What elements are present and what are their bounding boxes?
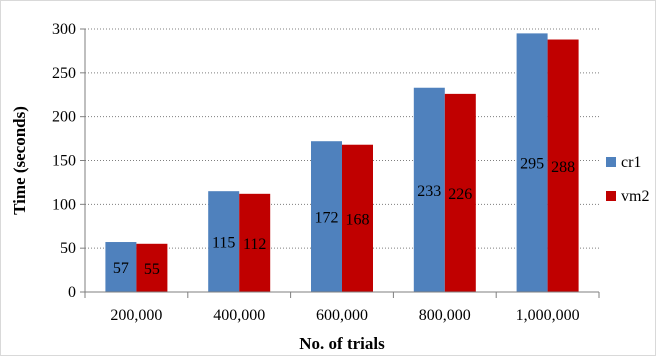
x-tick-label: 1,000,000 — [516, 307, 580, 324]
data-label-cr1: 233 — [417, 183, 441, 200]
legend-label-vm2: vm2 — [621, 188, 649, 205]
bar-vm2 — [239, 193, 271, 292]
bar-vm2 — [136, 243, 168, 292]
legend-swatch-vm2 — [606, 191, 616, 201]
bar-cr1 — [413, 87, 445, 292]
legend: cr1 vm2 — [606, 154, 649, 205]
x-tick-label: 600,000 — [316, 307, 368, 324]
data-label-cr1: 115 — [212, 235, 235, 252]
data-labels: 57 55 115 112 172 168 233 226 295 288 — [113, 156, 575, 278]
legend-swatch-cr1 — [606, 157, 616, 167]
y-axis-title: Time (seconds) — [10, 106, 29, 215]
bar-cr1 — [208, 191, 240, 292]
data-label-vm2: 55 — [144, 261, 160, 278]
bar-cr1 — [311, 141, 342, 292]
data-label-vm2: 288 — [551, 159, 575, 176]
x-tick-label: 400,000 — [213, 307, 265, 324]
bar-vm2 — [547, 39, 579, 292]
data-label-vm2: 168 — [346, 211, 370, 228]
bar-cr1 — [516, 33, 548, 293]
bar-vm2 — [342, 144, 373, 292]
y-tick-label: 250 — [52, 65, 76, 82]
legend-label-cr1: cr1 — [621, 154, 641, 171]
y-tick-label: 100 — [52, 196, 76, 213]
y-tick-label: 0 — [68, 284, 76, 301]
bar-vm2 — [444, 93, 476, 292]
data-label-vm2: 226 — [448, 186, 472, 203]
y-tick-label: 300 — [52, 21, 76, 38]
data-label-cr1: 172 — [315, 210, 339, 227]
x-tick-label: 800,000 — [419, 307, 471, 324]
y-tick-label: 200 — [52, 109, 76, 126]
y-tick-label: 50 — [60, 240, 76, 257]
data-label-cr1: 57 — [113, 260, 129, 277]
bars — [105, 33, 579, 293]
data-label-cr1: 295 — [520, 156, 544, 173]
data-label-vm2: 112 — [243, 236, 266, 253]
axes: 0 50 100 150 200 250 300 200,000 400,000 600,000 8… — [52, 21, 600, 324]
bar-cr1 — [105, 242, 137, 292]
y-tick-label: 150 — [52, 153, 76, 170]
x-axis-title: No. of trials — [299, 334, 385, 353]
x-tick-label: 200,000 — [110, 307, 162, 324]
